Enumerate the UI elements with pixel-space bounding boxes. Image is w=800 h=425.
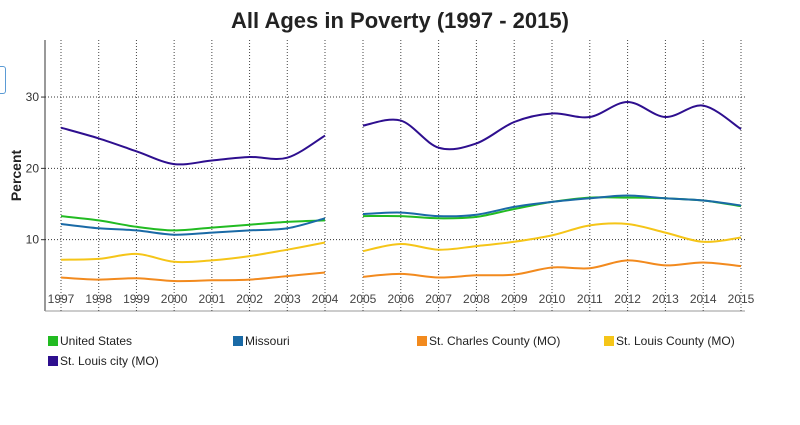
legend-swatch <box>233 336 243 346</box>
x-tick-label: 2012 <box>614 292 641 306</box>
chart-title: All Ages in Poverty (1997 - 2015) <box>231 8 569 33</box>
x-tick-label: 2005 <box>350 292 377 306</box>
legend-swatch <box>48 356 58 366</box>
series-line-united-states-1997-2004 <box>60 215 326 232</box>
x-tick-label: 1999 <box>123 292 150 306</box>
x-tick-label: 2007 <box>425 292 452 306</box>
x-tick-label: 2009 <box>501 292 528 306</box>
y-axis-label: Percent <box>8 149 24 201</box>
legend-label: St. Louis County (MO) <box>616 334 735 348</box>
series-line-st-louis-city-mo-2005-2015 <box>362 101 742 151</box>
series-line-st-charles-county-mo-1997-2004 <box>60 271 326 283</box>
window-edge-marker <box>0 66 6 94</box>
x-tick-label: 2011 <box>577 292 603 306</box>
x-tick-label: 2015 <box>728 292 755 306</box>
legend-label: Missouri <box>245 334 290 348</box>
x-tick-label: 2008 <box>463 292 490 306</box>
x-tick-label: 2001 <box>199 292 226 306</box>
legend-swatch <box>48 336 58 346</box>
x-tick-label: 2002 <box>236 292 263 306</box>
x-tick-label: 2004 <box>312 292 339 306</box>
x-tick-label: 2000 <box>161 292 188 306</box>
x-tick-label: 2014 <box>690 292 717 306</box>
legend-label: St. Louis city (MO) <box>60 354 159 368</box>
series-line-missouri-1997-2004 <box>60 217 326 236</box>
x-tick-label: 2003 <box>274 292 301 306</box>
x-tick-label: 1997 <box>48 292 75 306</box>
series-line-st-louis-county-mo-1997-2004 <box>60 241 326 264</box>
legend-label: St. Charles County (MO) <box>429 334 560 348</box>
legend-swatch <box>417 336 427 346</box>
y-tick-label: 10 <box>26 233 40 247</box>
y-tick-label: 20 <box>26 161 40 175</box>
legend-swatch <box>604 336 614 346</box>
x-tick-label: 2013 <box>652 292 679 306</box>
x-tick-label: 1998 <box>85 292 112 306</box>
series-line-st-louis-city-mo-1997-2004 <box>60 126 326 166</box>
series-line-missouri-2005-2015 <box>362 194 742 218</box>
series-line-st-louis-county-mo-2005-2015 <box>362 222 742 253</box>
series-line-st-charles-county-mo-2005-2015 <box>362 259 742 279</box>
legend-label: United States <box>60 334 132 348</box>
x-tick-label: 2010 <box>539 292 566 306</box>
x-tick-label: 2006 <box>387 292 414 306</box>
y-tick-label: 30 <box>26 90 40 104</box>
